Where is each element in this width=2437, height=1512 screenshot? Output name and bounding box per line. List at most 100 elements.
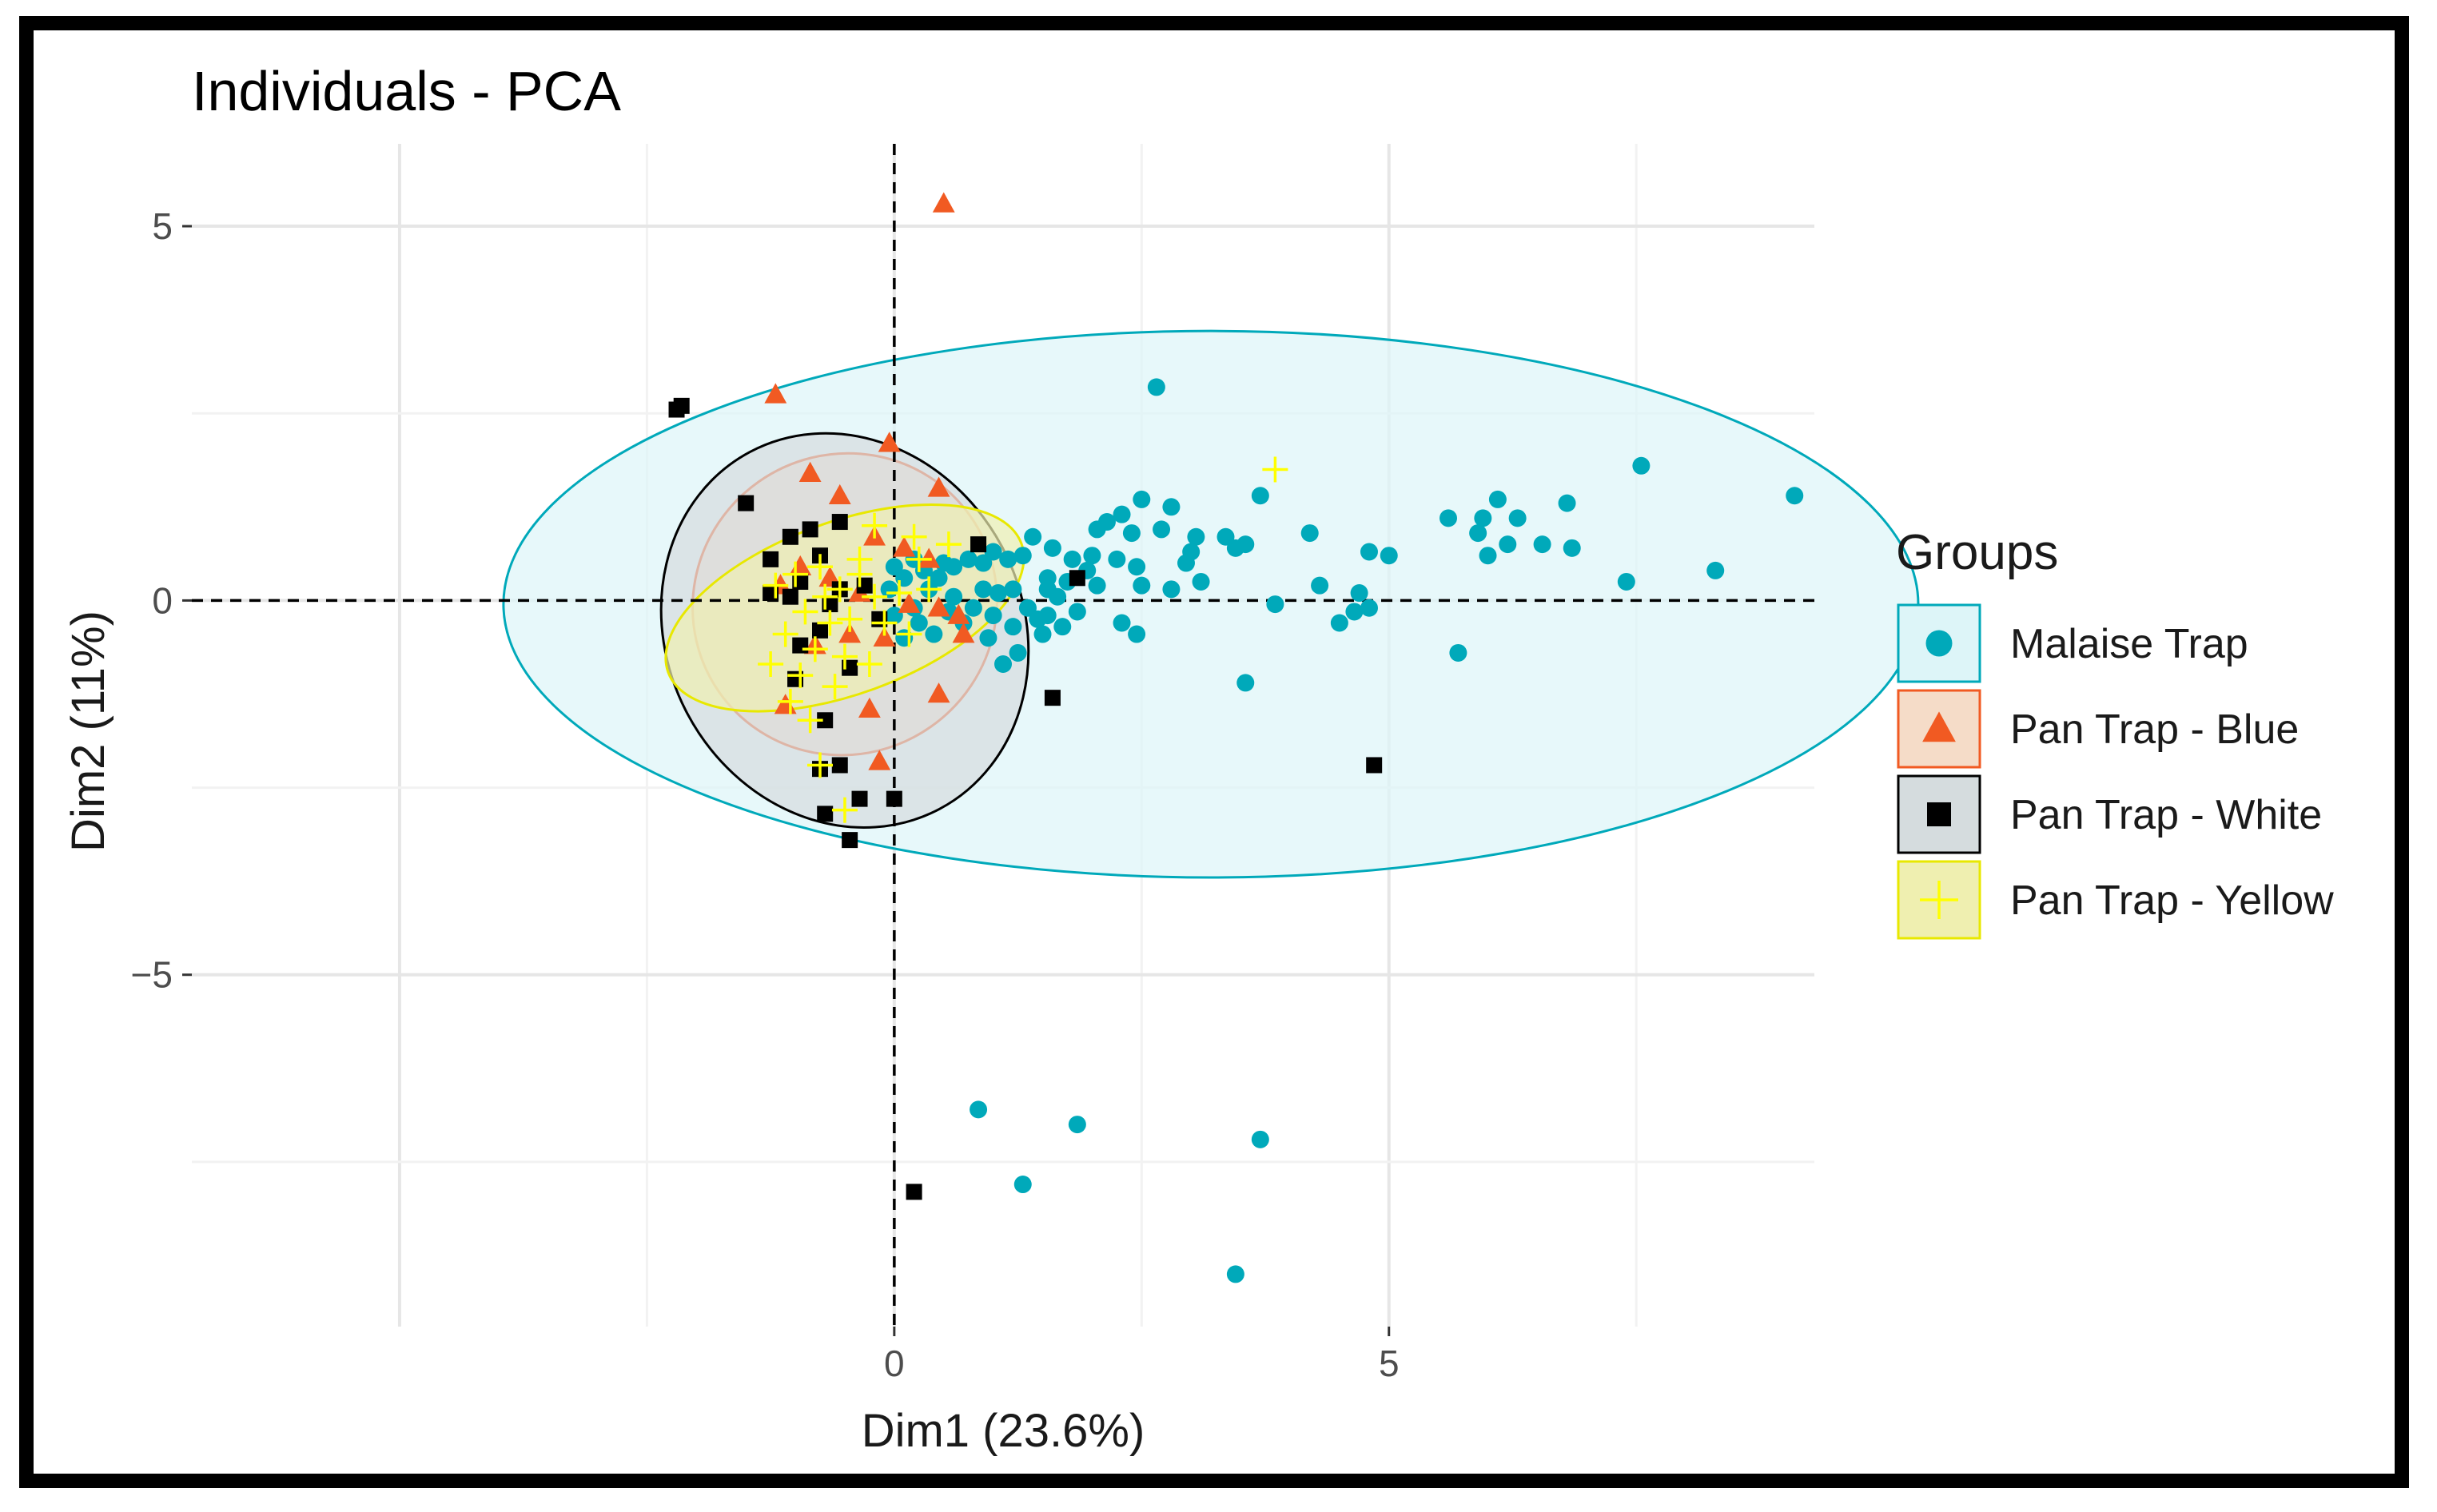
point-pan-trap-white — [792, 637, 809, 654]
x-axis-title: Dim1 (23.6%) — [862, 1405, 1145, 1457]
point-pan-trap-yellow — [846, 561, 873, 587]
point-malaise-trap — [974, 580, 993, 599]
y-tick-label: 0 — [152, 579, 173, 621]
point-pan-trap-yellow — [802, 636, 828, 662]
point-pan-trap-blue — [927, 476, 950, 497]
point-pan-trap-white — [782, 588, 798, 605]
point-pan-trap-blue — [764, 383, 787, 404]
point-pan-trap-yellow — [758, 651, 784, 678]
point-malaise-trap — [1251, 487, 1269, 505]
axes: 0 5 5 0 −5 — [131, 205, 1400, 1384]
point-malaise-trap — [1083, 547, 1101, 565]
point-malaise-trap — [1013, 547, 1032, 565]
point-pan-trap-yellow — [782, 561, 809, 587]
legend-label: Pan Trap - Yellow — [2010, 877, 2334, 924]
point-malaise-trap — [1029, 610, 1047, 628]
point-pan-trap-yellow — [856, 651, 882, 678]
point-malaise-trap — [1033, 625, 1052, 643]
point-pan-trap-blue — [893, 536, 916, 557]
point-malaise-trap — [1226, 539, 1244, 557]
point-malaise-trap — [1128, 558, 1146, 576]
point-malaise-trap — [1488, 490, 1507, 508]
point-pan-trap-blue — [873, 626, 896, 647]
point-pan-trap-white — [886, 790, 902, 807]
point-pan-trap-yellow — [792, 599, 818, 625]
legend-label: Pan Trap - Blue — [2010, 706, 2299, 753]
chart-title: Individuals - PCA — [192, 60, 621, 122]
legend-label: Pan Trap - White — [2010, 792, 2322, 838]
point-malaise-trap — [1133, 490, 1151, 508]
point-malaise-trap — [1063, 550, 1081, 568]
point-malaise-trap — [1128, 625, 1146, 643]
point-malaise-trap — [979, 629, 997, 647]
point-malaise-trap — [1449, 643, 1467, 662]
point-malaise-trap — [1236, 674, 1255, 692]
point-pan-trap-yellow — [772, 621, 798, 647]
point-pan-trap-yellow — [822, 674, 848, 700]
point-malaise-trap — [1108, 550, 1126, 568]
point-malaise-trap — [974, 554, 993, 572]
point-pan-trap-yellow — [896, 621, 922, 647]
point-malaise-trap — [1360, 599, 1378, 617]
point-malaise-trap — [1617, 572, 1635, 591]
legend-item-malaise-trap: Malaise Trap — [1897, 603, 2248, 683]
point-malaise-trap — [1113, 614, 1131, 632]
point-malaise-trap — [1013, 1176, 1032, 1194]
legend-label: Malaise Trap — [2010, 621, 2248, 667]
point-pan-trap-blue — [868, 750, 891, 770]
point-pan-trap-yellow — [837, 606, 863, 632]
x-tick-label: 0 — [884, 1343, 905, 1384]
point-pan-trap-yellow — [871, 610, 898, 636]
point-malaise-trap — [1479, 547, 1497, 565]
legend-marker — [1920, 881, 1958, 919]
point-pan-trap-blue — [838, 623, 862, 643]
point-pan-trap-white — [906, 1184, 922, 1200]
point-malaise-trap — [1068, 1116, 1086, 1134]
y-tick-label: 5 — [152, 205, 173, 247]
point-malaise-trap — [925, 625, 943, 643]
point-malaise-trap — [1360, 543, 1378, 561]
point-pan-trap-yellow — [797, 707, 823, 734]
point-pan-trap-blue — [947, 603, 970, 624]
point-malaise-trap — [1499, 535, 1517, 554]
point-pan-trap-white — [782, 528, 798, 545]
point-pan-trap-yellow — [935, 531, 962, 558]
point-malaise-trap — [1440, 509, 1458, 527]
point-pan-trap-yellow — [807, 752, 834, 778]
point-pan-trap-white — [1069, 570, 1085, 587]
point-malaise-trap — [1469, 524, 1487, 543]
point-pan-trap-blue — [898, 592, 921, 613]
point-malaise-trap — [970, 1100, 988, 1119]
point-pan-trap-blue — [828, 483, 851, 505]
point-pan-trap-yellow — [862, 583, 888, 610]
point-pan-trap-white — [802, 521, 818, 538]
point-pan-trap-blue — [927, 682, 950, 703]
legend-marker — [1925, 630, 1953, 657]
point-pan-trap-white — [668, 401, 685, 418]
point-malaise-trap — [1004, 580, 1022, 599]
point-pan-trap-white — [970, 536, 987, 553]
point-malaise-trap — [1508, 509, 1527, 527]
point-malaise-trap — [1192, 572, 1210, 591]
point-pan-trap-yellow — [831, 643, 858, 670]
point-malaise-trap — [1330, 614, 1348, 632]
point-malaise-trap — [1187, 527, 1205, 546]
point-malaise-trap — [1043, 539, 1061, 557]
point-malaise-trap — [1162, 498, 1181, 516]
point-malaise-trap — [1345, 603, 1364, 621]
point-pan-trap-white — [738, 495, 755, 511]
point-malaise-trap — [1009, 643, 1027, 662]
point-malaise-trap — [1311, 576, 1329, 595]
point-pan-trap-yellow — [862, 512, 888, 539]
point-pan-trap-white — [842, 832, 858, 849]
point-malaise-trap — [1706, 561, 1725, 579]
point-pan-trap-white — [851, 790, 868, 807]
point-malaise-trap — [1226, 1265, 1244, 1283]
point-pan-trap-yellow — [1262, 456, 1288, 483]
point-malaise-trap — [999, 550, 1017, 568]
point-pan-trap-yellow — [916, 576, 942, 603]
legend-item-pan-trap-white: Pan Trap - White — [1897, 774, 2322, 854]
point-malaise-trap — [1474, 509, 1492, 527]
point-malaise-trap — [1004, 618, 1022, 636]
point-pan-trap-blue — [932, 192, 955, 213]
